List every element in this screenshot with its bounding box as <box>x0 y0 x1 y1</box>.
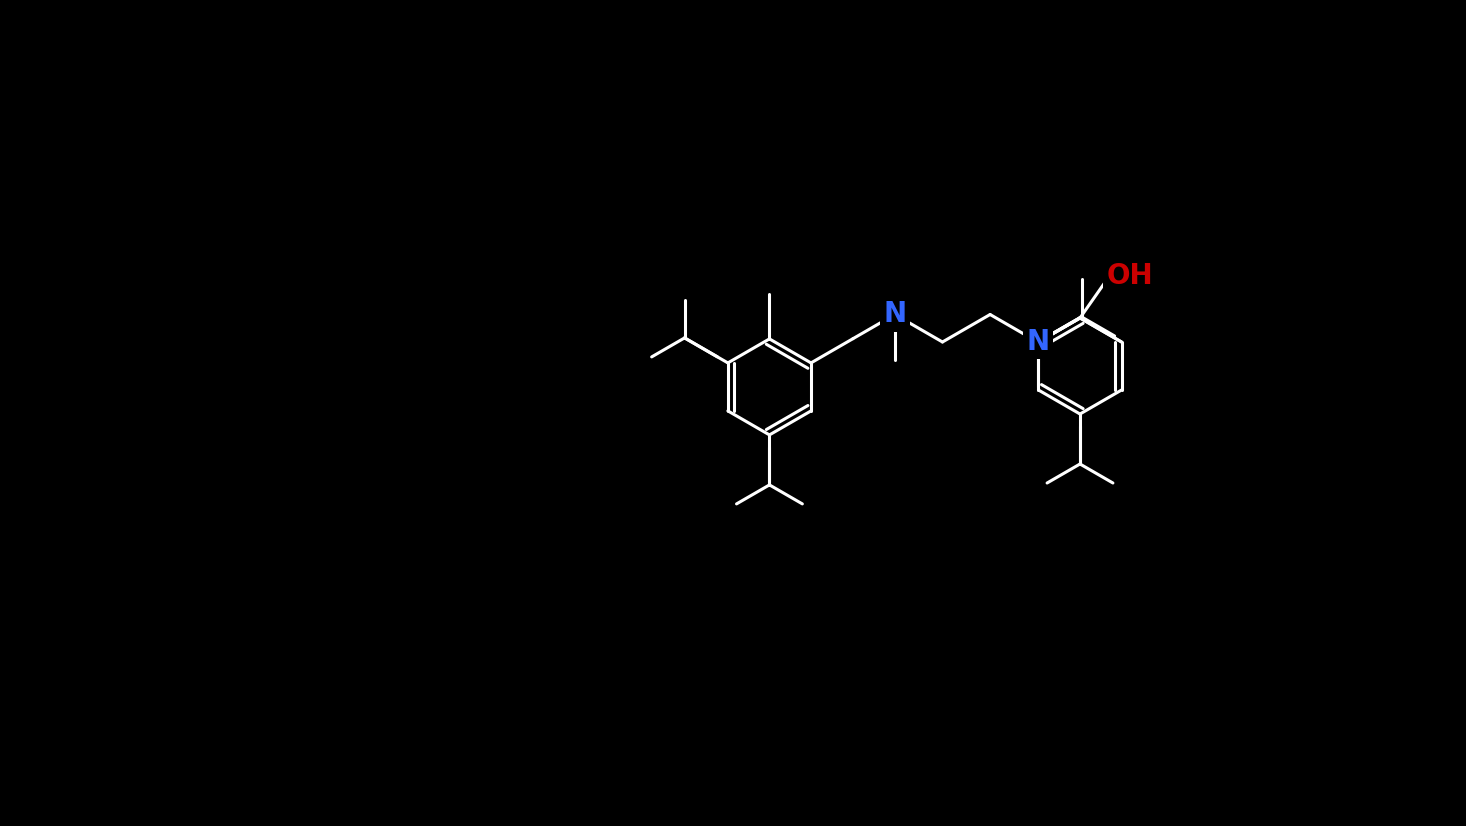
Text: N: N <box>884 301 906 329</box>
Text: OH: OH <box>1107 263 1154 291</box>
Text: N: N <box>1026 328 1050 356</box>
